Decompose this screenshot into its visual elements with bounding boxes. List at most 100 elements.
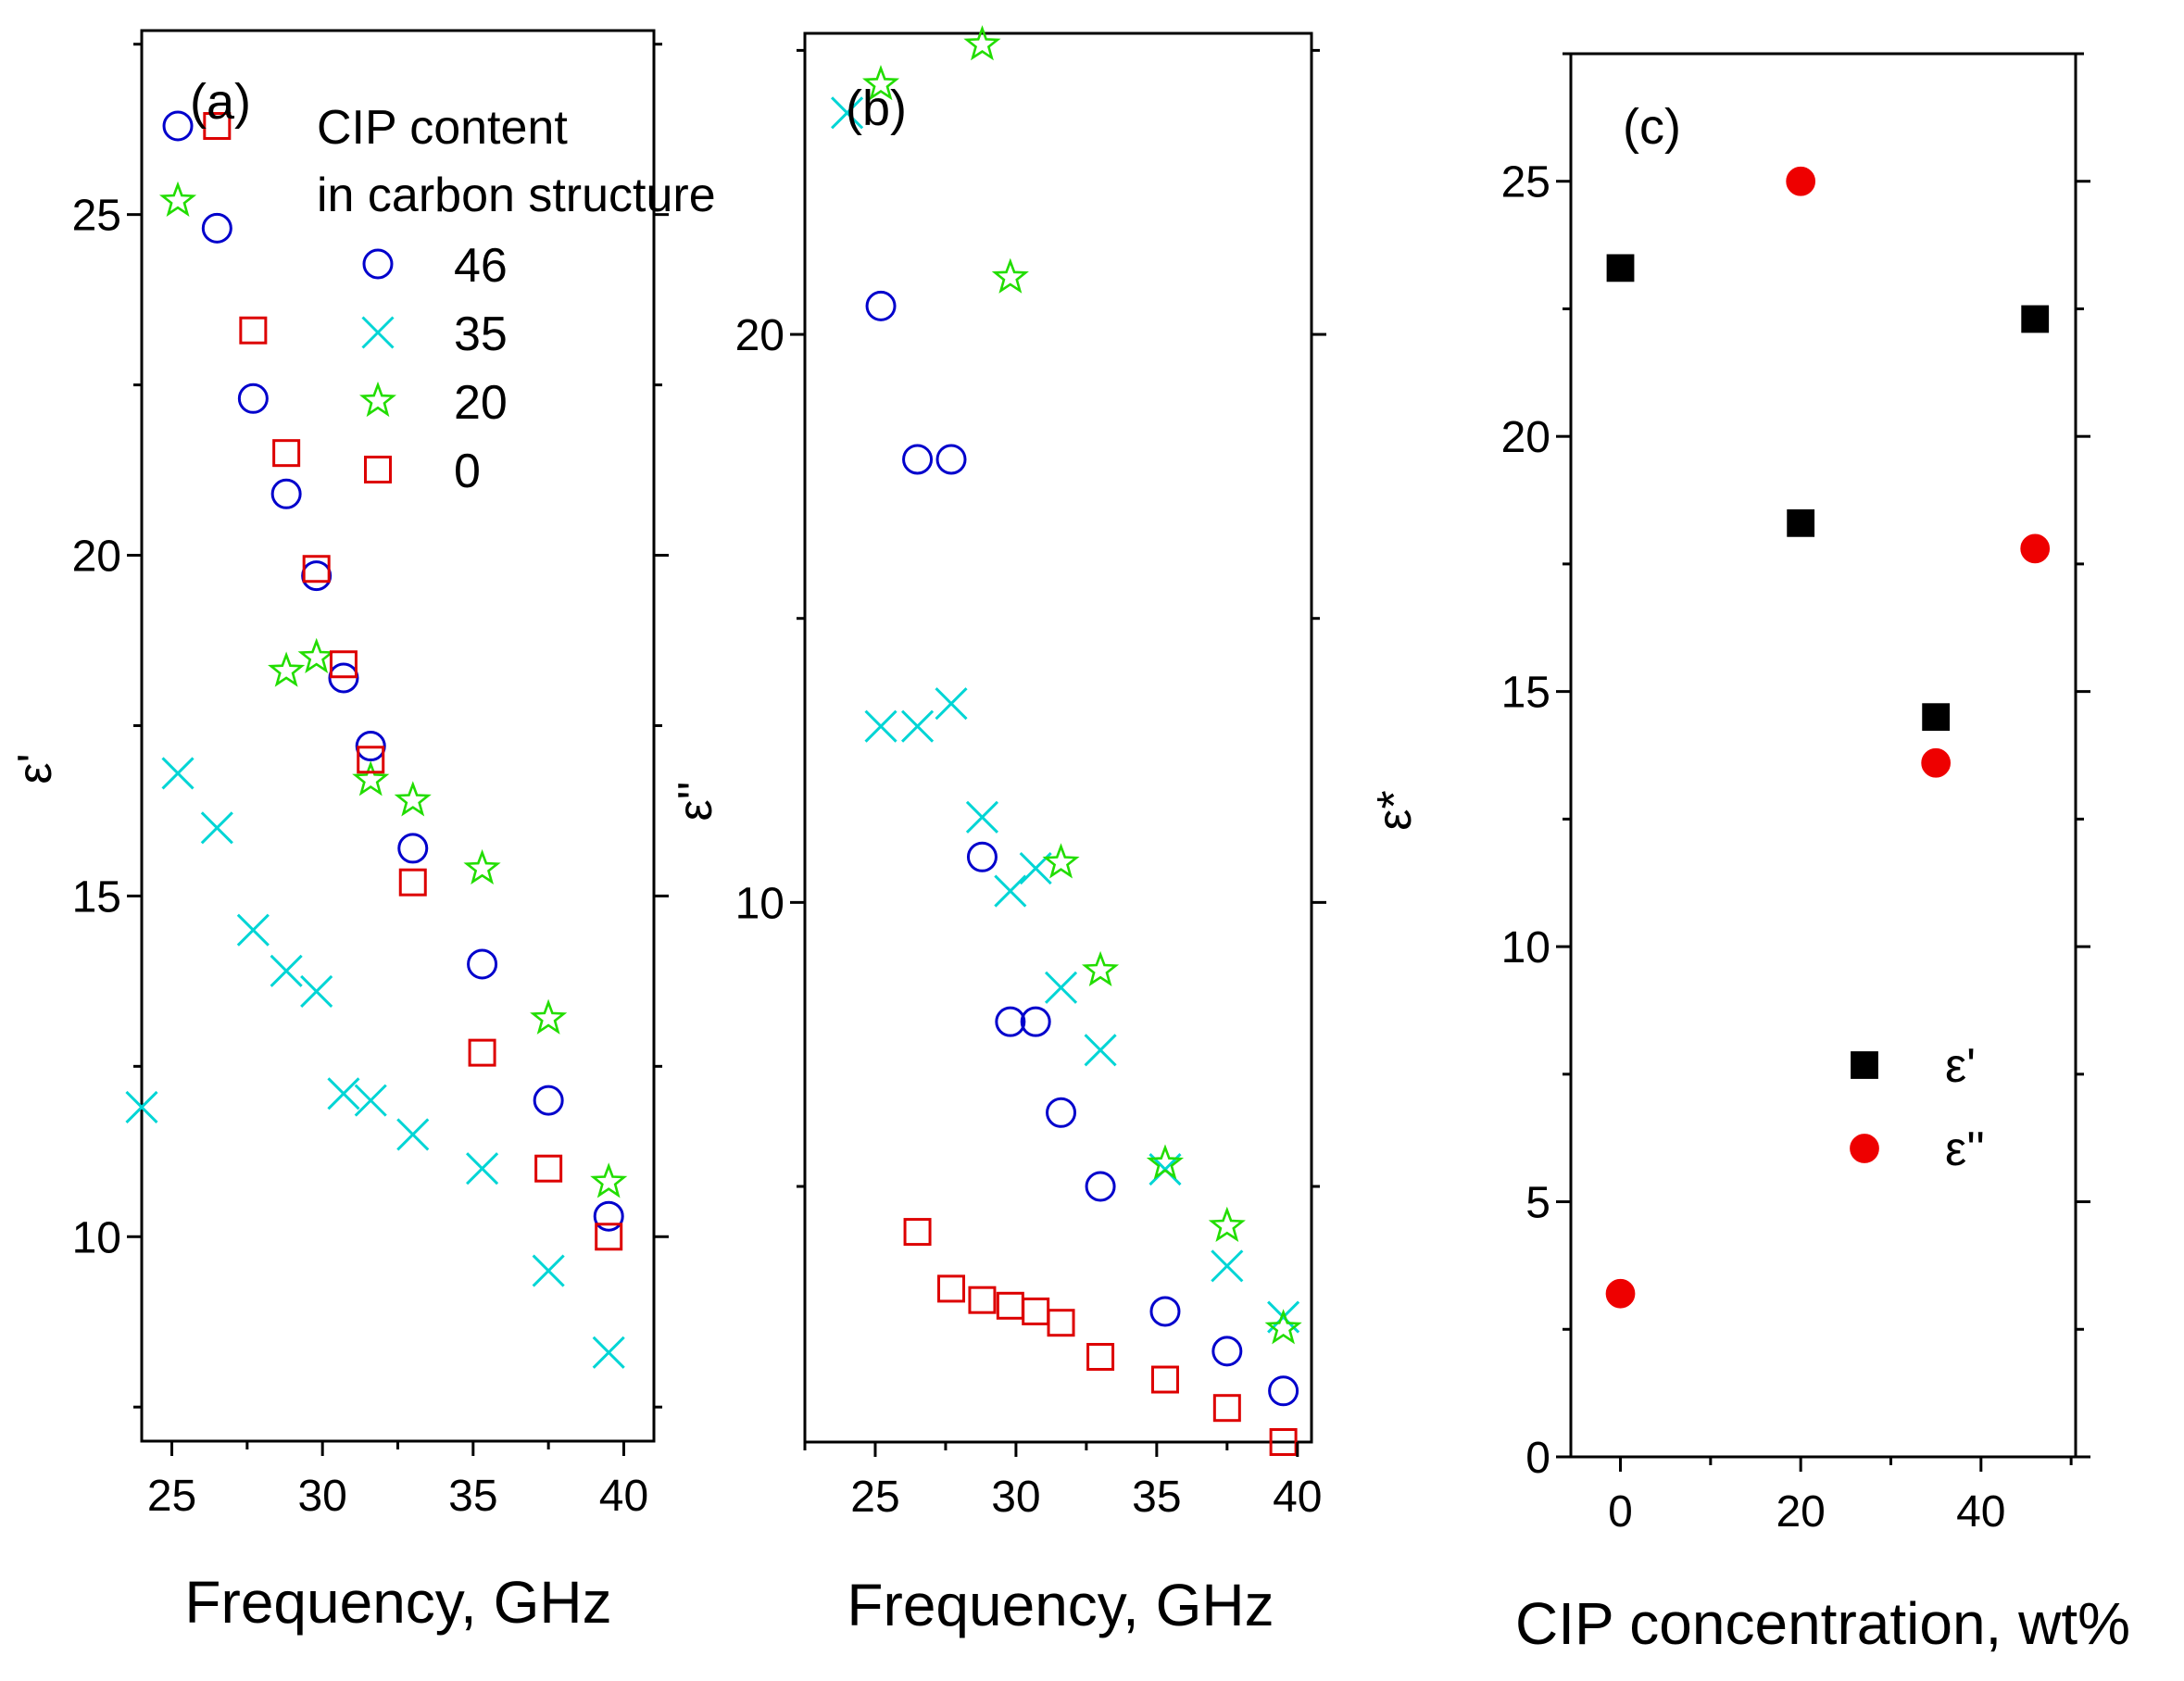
data-point bbox=[396, 1118, 430, 1151]
data-point bbox=[200, 811, 233, 845]
y-tick-label: 15 bbox=[72, 872, 121, 922]
data-point bbox=[1146, 1144, 1185, 1180]
data-point bbox=[270, 478, 302, 509]
y-tick-label: 20 bbox=[1501, 413, 1550, 462]
data-point bbox=[1149, 1296, 1181, 1327]
plot-frame-c bbox=[1569, 52, 2077, 1459]
data-point bbox=[937, 1274, 966, 1303]
x-tick-label: 40 bbox=[1273, 1473, 1322, 1522]
data-point bbox=[1269, 1428, 1298, 1456]
data-point bbox=[352, 760, 390, 797]
data-point bbox=[902, 444, 934, 475]
data-point bbox=[272, 439, 301, 468]
y-tick-label: 20 bbox=[735, 311, 784, 360]
data-point bbox=[162, 110, 194, 142]
data-point bbox=[1208, 1206, 1246, 1242]
y-tick-label: 25 bbox=[1501, 158, 1550, 207]
data-marks-a bbox=[125, 110, 628, 1369]
data-point bbox=[991, 257, 1029, 294]
data-point bbox=[935, 444, 967, 475]
y-tick-label: 15 bbox=[1501, 669, 1550, 718]
data-point bbox=[1605, 1278, 1636, 1309]
data-point bbox=[268, 651, 306, 687]
panel-a: 25 30 35 40 10 15 20 25 (a) Frequency, GHz ε' C… bbox=[8, 29, 716, 1636]
legend-marker bbox=[1851, 1051, 1878, 1079]
data-point bbox=[1085, 1171, 1116, 1202]
y-axis-label-a: ε' bbox=[8, 753, 62, 784]
data-point bbox=[968, 1286, 997, 1314]
data-point bbox=[1921, 747, 1952, 778]
x-tick-label: 30 bbox=[297, 1472, 346, 1521]
x-axis-label-b: Frequency, GHz bbox=[847, 1572, 1274, 1638]
data-point bbox=[463, 848, 501, 884]
data-point bbox=[1922, 703, 1951, 732]
data-point bbox=[2021, 305, 2050, 333]
data-point bbox=[1022, 1297, 1050, 1325]
legend-label: 20 bbox=[454, 376, 508, 430]
legend-label: 35 bbox=[454, 307, 508, 361]
data-point bbox=[1020, 1006, 1051, 1037]
data-point bbox=[329, 650, 358, 679]
data-point bbox=[236, 913, 270, 947]
data-point bbox=[2020, 533, 2051, 564]
panel-label-a: (a) bbox=[190, 74, 251, 130]
data-point bbox=[239, 316, 268, 345]
data-point bbox=[1268, 1375, 1299, 1407]
axis-ticks-c: 0 20 40 0 5 10 15 20 25 bbox=[1501, 52, 2090, 1537]
legend-label: 46 bbox=[454, 239, 508, 293]
data-point bbox=[966, 841, 998, 872]
legend-label: 0 bbox=[454, 445, 481, 498]
data-point bbox=[532, 1254, 565, 1287]
legend-label: ε'' bbox=[1945, 1123, 1985, 1176]
data-point bbox=[357, 746, 385, 774]
data-point bbox=[1086, 1343, 1115, 1372]
data-point bbox=[466, 1152, 499, 1185]
x-tick-label: 0 bbox=[1608, 1487, 1633, 1537]
data-point bbox=[963, 25, 1001, 61]
data-point bbox=[592, 1336, 625, 1369]
data-point bbox=[1264, 1309, 1302, 1345]
data-point bbox=[468, 1038, 496, 1067]
data-point bbox=[158, 181, 197, 218]
y-tick-label: 5 bbox=[1525, 1179, 1550, 1228]
data-point bbox=[595, 1223, 623, 1251]
data-point bbox=[201, 212, 232, 244]
data-point bbox=[327, 1077, 360, 1110]
y-tick-label: 20 bbox=[72, 533, 121, 582]
data-point bbox=[354, 1084, 387, 1117]
legend-c: ε' ε'' bbox=[1850, 1039, 1985, 1176]
data-point bbox=[302, 555, 331, 583]
y-tick-label: 25 bbox=[72, 192, 121, 241]
data-point bbox=[394, 781, 432, 817]
legend-marker bbox=[1850, 1134, 1879, 1163]
data-point bbox=[397, 833, 429, 864]
x-axis-label-a: Frequency, GHz bbox=[184, 1569, 611, 1636]
y-tick-label: 0 bbox=[1525, 1434, 1550, 1483]
axis-ticks-b: 25 30 35 40 10 20 bbox=[735, 48, 1326, 1522]
y-axis-label-c: ε* bbox=[1368, 790, 1422, 830]
data-point bbox=[903, 1218, 932, 1247]
data-point bbox=[865, 290, 897, 321]
data-marks-c bbox=[1605, 166, 2051, 1309]
data-point bbox=[203, 112, 232, 141]
y-axis-label-c-text: ε* bbox=[1368, 790, 1422, 830]
x-tick-label: 25 bbox=[850, 1473, 899, 1522]
data-point bbox=[1606, 254, 1635, 282]
data-point bbox=[533, 1085, 564, 1116]
data-point bbox=[300, 974, 333, 1008]
data-point bbox=[996, 1291, 1024, 1320]
data-point bbox=[994, 874, 1027, 908]
data-point bbox=[297, 637, 335, 674]
data-point bbox=[161, 757, 195, 790]
y-tick-label: 10 bbox=[72, 1213, 121, 1262]
data-point bbox=[530, 998, 568, 1035]
data-point bbox=[534, 1154, 563, 1183]
legend-marker bbox=[364, 456, 392, 483]
legend-title-line-1: CIP content bbox=[317, 101, 568, 155]
data-point bbox=[1211, 1336, 1243, 1367]
data-point bbox=[995, 1006, 1026, 1037]
data-point bbox=[1787, 508, 1815, 537]
y-axis-label-b: ε'' bbox=[669, 781, 722, 821]
legend-marker bbox=[361, 316, 395, 349]
